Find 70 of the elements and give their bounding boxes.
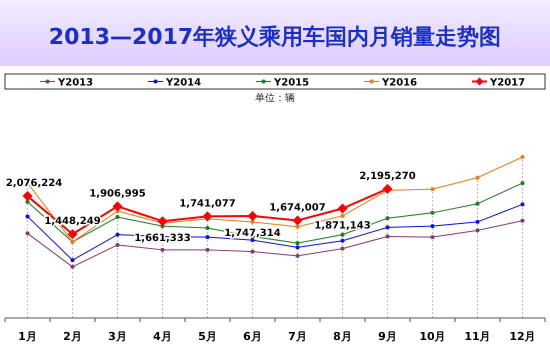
x-tick-label: 2月	[63, 330, 82, 343]
legend-label: Y2015	[273, 78, 310, 88]
point	[70, 264, 74, 269]
point	[476, 228, 480, 232]
point	[206, 226, 210, 230]
point	[116, 232, 120, 237]
point	[160, 248, 164, 252]
x-tick-label: 9月	[378, 330, 397, 343]
point	[296, 245, 300, 250]
point	[26, 214, 30, 218]
text: 单位：辆	[255, 92, 295, 104]
point	[386, 216, 390, 220]
legend-label: Y2013	[57, 78, 94, 88]
point	[386, 234, 390, 238]
point	[158, 216, 168, 226]
point	[340, 238, 344, 243]
point	[202, 211, 212, 222]
point	[116, 242, 120, 247]
legend-label: Y2016	[381, 78, 418, 88]
data-label: 1,741,077	[179, 198, 236, 210]
point	[296, 254, 300, 258]
point	[340, 246, 344, 251]
chart-title: 2013—2017年狭义乘用车国内月销量走势图	[48, 24, 502, 50]
point	[206, 248, 210, 252]
point	[520, 155, 524, 159]
point	[520, 181, 524, 186]
point	[206, 235, 210, 240]
point	[250, 238, 254, 242]
data-label: 2,195,270	[359, 170, 416, 182]
x-tick-label: 4月	[153, 330, 172, 343]
x-tick-label: 8月	[333, 330, 352, 343]
x-tick-label: 1月	[18, 330, 37, 343]
data-label: 1,674,007	[269, 202, 326, 214]
point	[116, 215, 120, 220]
point	[340, 214, 344, 218]
point	[430, 235, 434, 240]
point	[250, 250, 254, 254]
point	[430, 224, 434, 228]
point	[386, 225, 390, 230]
point	[476, 176, 480, 180]
point	[430, 187, 434, 192]
x-tick-label: 6月	[243, 330, 262, 343]
point	[296, 224, 300, 229]
data-label: 1,661,333	[134, 233, 191, 244]
x-tick-label: 3月	[108, 330, 127, 343]
point	[520, 202, 524, 206]
point	[68, 229, 78, 240]
point	[520, 218, 524, 223]
point	[26, 231, 30, 236]
point	[382, 184, 392, 194]
point	[430, 210, 434, 215]
point	[338, 203, 348, 214]
data-label: 1,906,995	[89, 188, 146, 200]
point	[250, 220, 254, 224]
x-tick-label: 12月	[509, 330, 536, 343]
legend-label: Y2014	[165, 78, 202, 88]
legend-label: Y2017	[489, 78, 526, 88]
point	[476, 220, 480, 224]
point	[476, 202, 480, 206]
x-tick-label: 7月	[288, 330, 307, 343]
point	[112, 201, 122, 212]
point	[248, 211, 258, 222]
point	[296, 241, 300, 246]
x-tick-label: 5月	[198, 330, 217, 343]
point	[340, 232, 344, 237]
x-tick-label: 11月	[464, 330, 491, 343]
x-tick-label: 10月	[419, 330, 446, 343]
point	[70, 258, 74, 262]
point	[22, 191, 32, 202]
point	[292, 215, 302, 226]
